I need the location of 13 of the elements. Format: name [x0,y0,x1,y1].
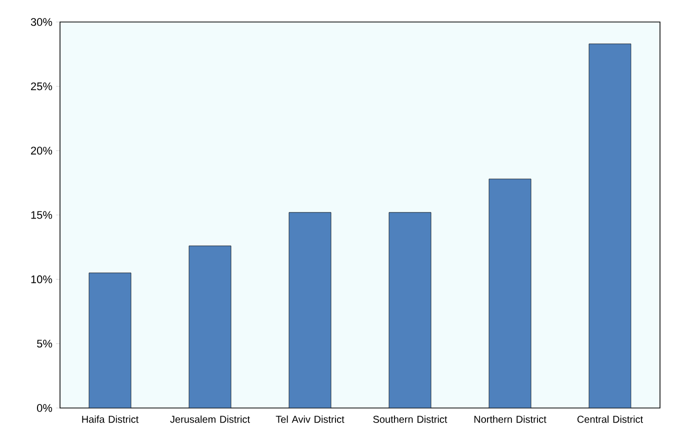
x-tick-label: Jerusalem District [170,416,250,423]
x-tick-label: Haifa District [82,416,139,423]
y-tick-label: 20% [31,146,52,155]
y-tick-label: 30% [30,18,52,26]
y-tick-label: 5% [37,340,52,348]
y-tick-label: 15% [31,211,52,219]
x-tick-label: Tel Aviv District [276,416,344,423]
x-tick-label: Southern District [373,416,448,423]
y-tick-label: 25% [31,82,52,90]
x-tick-label: Central District [577,416,643,423]
y-tick-label: 10% [31,275,52,284]
y-tick-label: 0% [37,404,52,412]
x-tick-label: Northern District [474,416,546,423]
